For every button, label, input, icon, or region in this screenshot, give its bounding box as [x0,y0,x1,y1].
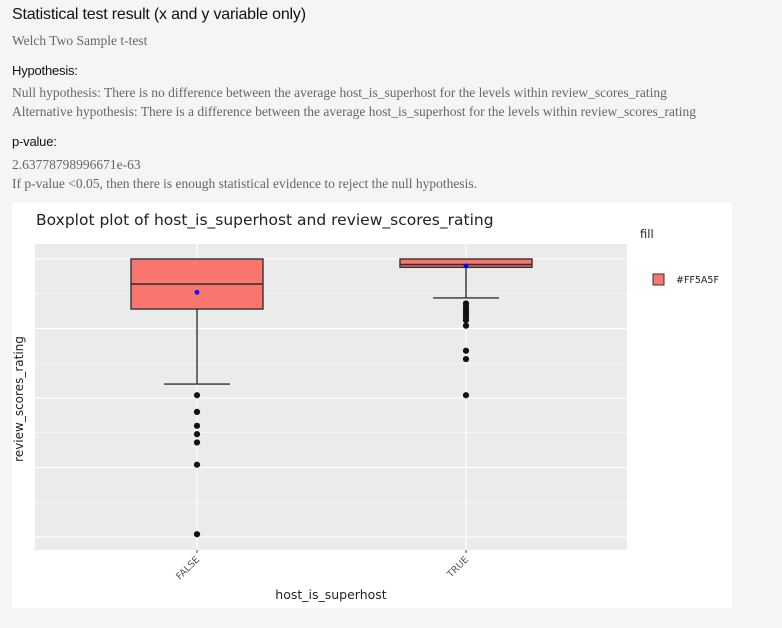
outlier-point [193,439,201,446]
outlier-point [193,531,201,538]
pvalue-heading: p-value: [12,134,57,149]
page-title: Statistical test result (x and y variabl… [12,6,306,23]
chart-title: Boxplot plot of host_is_superhost and re… [36,211,494,230]
outlier-point [193,431,201,438]
box-false [130,258,264,538]
y-axis-label: review_scores_rating [12,336,26,462]
legend-swatch [652,273,665,286]
legend-title: fill [640,227,654,241]
outlier-point [193,408,201,415]
outlier-point [462,355,470,363]
outlier-point [193,422,201,429]
hypothesis-heading: Hypothesis: [12,63,78,78]
pvalue-value: 2.63778798996671e-63 [12,157,141,172]
box-true [399,258,533,399]
outlier-point [462,317,470,324]
outlier-point [193,392,201,399]
outlier-point [193,461,201,468]
x-axis-label: host_is_superhost [275,587,387,602]
boxplot-chart: Boxplot plot of host_is_superhost and re… [12,211,719,602]
test-name: Welch Two Sample t-test [12,33,148,48]
null-hypothesis-text: Null hypothesis: There is no difference … [12,85,667,100]
alternative-hypothesis-text: Alternative hypothesis: There is a diffe… [12,104,697,119]
plot-panel [35,244,627,550]
outlier-point [462,392,470,399]
mean-point [463,263,469,269]
boxplot-card: Boxplot plot of host_is_superhost and re… [12,203,732,608]
x-tick-label: TRUE [445,554,471,580]
outlier-point [462,322,470,329]
x-tick-label: FALSE [174,554,202,582]
mean-point [194,289,200,295]
outlier-point [462,347,470,354]
legend-entry-label: #FF5A5F [676,275,719,286]
pvalue-note: If p-value <0.05, then there is enough s… [12,176,477,191]
